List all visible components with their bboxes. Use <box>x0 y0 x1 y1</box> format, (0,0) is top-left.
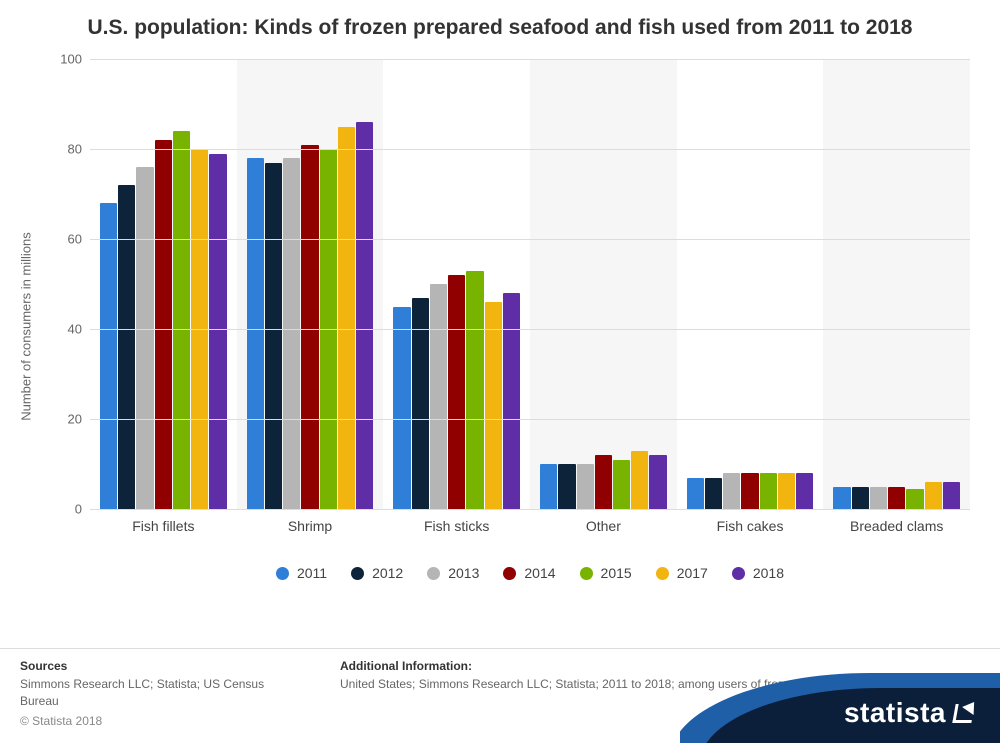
brand-logo: statista <box>680 653 1000 743</box>
x-tick-label: Fish fillets <box>90 518 237 534</box>
y-tick-label: 100 <box>60 52 82 67</box>
x-tick-label: Breaded clams <box>823 518 970 534</box>
bar <box>173 131 190 509</box>
legend-item[interactable]: 2013 <box>427 565 479 581</box>
bar <box>723 473 740 509</box>
legend-color-icon <box>351 567 364 580</box>
bar <box>577 464 594 509</box>
y-tick-label: 80 <box>68 142 82 157</box>
bar <box>613 460 630 510</box>
legend-color-icon <box>732 567 745 580</box>
bar <box>503 293 520 509</box>
legend-item[interactable]: 2014 <box>503 565 555 581</box>
sources-text: Simmons Research LLC; Statista; US Censu… <box>20 676 280 710</box>
x-tick-label: Fish cakes <box>677 518 824 534</box>
legend-item[interactable]: 2011 <box>276 565 327 581</box>
bar <box>888 487 905 510</box>
bar <box>796 473 813 509</box>
x-tick-label: Other <box>530 518 677 534</box>
legend: 2011 2012 2013 2014 2015 2017 2018 <box>90 565 970 581</box>
bar <box>925 482 942 509</box>
footer-sources: Sources Simmons Research LLC; Statista; … <box>20 659 280 743</box>
brand-arrow-icon <box>952 701 978 725</box>
x-tick-label: Shrimp <box>237 518 384 534</box>
legend-label: 2012 <box>372 565 403 581</box>
bar <box>760 473 777 509</box>
y-tick-label: 40 <box>68 322 82 337</box>
legend-label: 2011 <box>297 565 327 581</box>
bar <box>100 203 117 509</box>
bar-group <box>90 59 237 509</box>
legend-item[interactable]: 2018 <box>732 565 784 581</box>
y-tick-label: 20 <box>68 412 82 427</box>
brand-text: statista <box>844 697 978 729</box>
bar <box>301 145 318 510</box>
legend-label: 2015 <box>601 565 632 581</box>
bar <box>247 158 264 509</box>
legend-color-icon <box>580 567 593 580</box>
bar <box>118 185 135 509</box>
bar <box>338 127 355 510</box>
bar <box>852 487 869 510</box>
bar <box>283 158 300 509</box>
legend-color-icon <box>656 567 669 580</box>
bar <box>906 489 923 509</box>
bar <box>870 487 887 510</box>
copyright-text: © Statista 2018 <box>20 714 280 728</box>
grid-line <box>90 419 970 420</box>
legend-label: 2017 <box>677 565 708 581</box>
bar <box>393 307 410 510</box>
bar <box>430 284 447 509</box>
bar <box>540 464 557 509</box>
bar <box>649 455 666 509</box>
bar-group <box>383 59 530 509</box>
legend-label: 2013 <box>448 565 479 581</box>
grid-line <box>90 239 970 240</box>
bar <box>136 167 153 509</box>
bar <box>558 464 575 509</box>
chart-title: U.S. population: Kinds of frozen prepare… <box>0 0 1000 49</box>
bar <box>595 455 612 509</box>
grid-line <box>90 509 970 510</box>
legend-color-icon <box>427 567 440 580</box>
x-tick-label: Fish sticks <box>383 518 530 534</box>
grid-line <box>90 59 970 60</box>
bar <box>356 122 373 509</box>
legend-color-icon <box>503 567 516 580</box>
legend-label: 2018 <box>753 565 784 581</box>
bar <box>155 140 172 509</box>
legend-item[interactable]: 2012 <box>351 565 403 581</box>
y-tick-label: 60 <box>68 232 82 247</box>
legend-color-icon <box>276 567 289 580</box>
brand-name: statista <box>844 697 946 729</box>
bar <box>466 271 483 510</box>
bar-groups <box>90 59 970 509</box>
bar <box>943 482 960 509</box>
bar <box>833 487 850 510</box>
x-axis-labels: Fish filletsShrimpFish sticksOtherFish c… <box>90 518 970 534</box>
y-tick-label: 0 <box>75 502 82 517</box>
sources-heading: Sources <box>20 659 280 673</box>
y-axis-label: Number of consumers in millions <box>19 233 34 422</box>
bar-group <box>237 59 384 509</box>
legend-label: 2014 <box>524 565 555 581</box>
bar <box>265 163 282 510</box>
bar <box>778 473 795 509</box>
legend-item[interactable]: 2015 <box>580 565 632 581</box>
bar-group <box>530 59 677 509</box>
bar <box>485 302 502 509</box>
legend-item[interactable]: 2017 <box>656 565 708 581</box>
bar <box>741 473 758 509</box>
bar <box>448 275 465 509</box>
plot-area: 020406080100 <box>90 59 970 509</box>
bar <box>705 478 722 510</box>
bar <box>687 478 704 510</box>
bar <box>209 154 226 510</box>
grid-line <box>90 329 970 330</box>
bar-group <box>677 59 824 509</box>
bar-group <box>823 59 970 509</box>
chart-area: Number of consumers in millions 02040608… <box>20 49 980 589</box>
grid-line <box>90 149 970 150</box>
bar <box>631 451 648 510</box>
